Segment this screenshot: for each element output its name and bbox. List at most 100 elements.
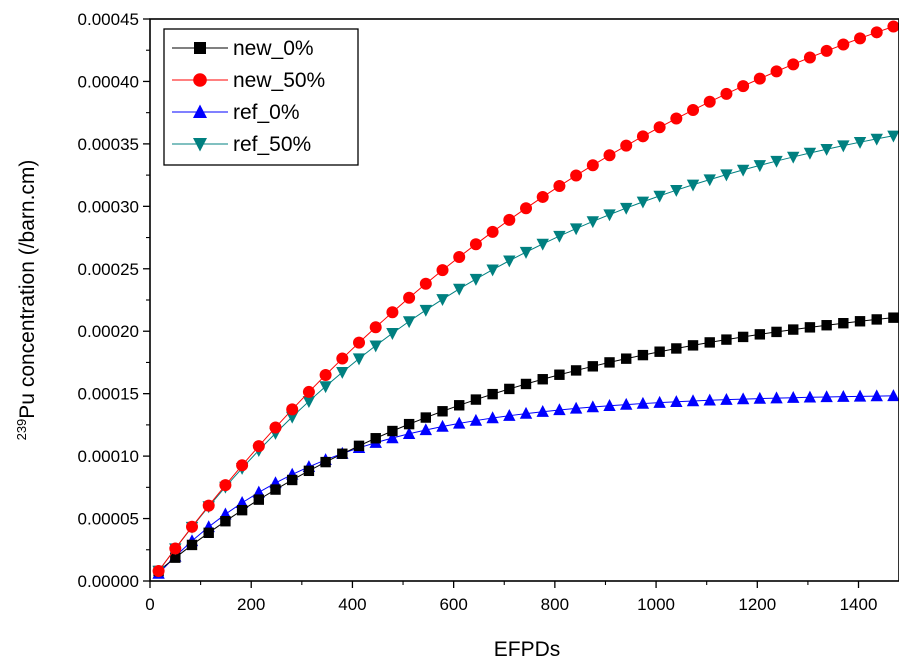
data-point [453, 283, 466, 296]
data-point [220, 516, 231, 527]
data-point [854, 316, 866, 327]
data-point [803, 147, 817, 160]
data-point [287, 474, 298, 486]
data-point [403, 418, 415, 430]
data-point [369, 321, 382, 334]
data-point [870, 389, 883, 402]
data-point [686, 394, 700, 407]
data-point [636, 130, 649, 143]
series-layer [152, 20, 899, 579]
data-point [553, 230, 566, 243]
data-point [353, 440, 365, 452]
data-point [236, 504, 248, 516]
data-point [720, 392, 733, 405]
data-point [170, 552, 181, 563]
data-point [770, 155, 783, 168]
y-tick-label: 0.00000 [78, 572, 139, 591]
data-point [803, 51, 816, 64]
legend: new_0% new_50% ref_0% ref_50% [163, 28, 359, 166]
x-tick-label: 1200 [738, 595, 776, 614]
y-tick-label: 0.00040 [78, 72, 139, 91]
data-point [486, 264, 499, 277]
x-tick-label: 600 [439, 595, 467, 614]
data-point [486, 411, 499, 424]
legend-marker [193, 138, 207, 152]
data-point [771, 326, 782, 338]
data-point [386, 306, 399, 319]
series-new_50% [152, 20, 899, 578]
data-point [520, 378, 532, 390]
data-point [236, 459, 249, 472]
legend-item-ref_0%: ref_0% [172, 101, 300, 124]
data-point [636, 196, 650, 209]
data-point [369, 340, 382, 353]
data-point [536, 238, 549, 251]
data-point [753, 160, 767, 173]
data-point [402, 427, 416, 439]
data-point [720, 169, 733, 182]
data-point [820, 144, 833, 156]
data-point [586, 400, 600, 413]
data-point [820, 44, 833, 57]
data-point [670, 395, 683, 407]
data-point [503, 213, 516, 226]
data-point [603, 399, 616, 411]
data-point [504, 383, 515, 395]
data-point [536, 404, 549, 417]
data-point [302, 385, 315, 398]
legend-marker [193, 104, 207, 118]
data-point [770, 65, 783, 78]
data-point [436, 264, 449, 277]
series-new_0% [153, 312, 899, 577]
data-point [353, 336, 366, 349]
data-point [803, 390, 817, 403]
data-point [436, 419, 449, 432]
data-point [837, 389, 850, 402]
data-point [336, 352, 349, 365]
data-point [587, 361, 599, 372]
data-point [486, 225, 499, 238]
data-point [336, 367, 349, 379]
y-tick-label: 0.00005 [78, 510, 139, 529]
y-tick-label: 0.00015 [78, 385, 139, 404]
data-point [186, 520, 199, 533]
data-point [653, 395, 666, 408]
x-axis: 0 200 400 600 800 1000 1200 1400 [145, 581, 877, 614]
data-point [419, 277, 432, 290]
data-point [620, 202, 633, 215]
x-tick-label: 1400 [840, 595, 878, 614]
data-point [888, 312, 899, 323]
data-point [437, 406, 448, 417]
legend-label: new_50% [233, 69, 325, 92]
data-point [586, 159, 599, 172]
data-point [736, 392, 750, 405]
data-point [419, 423, 433, 436]
data-point [670, 185, 683, 197]
data-point [604, 357, 615, 368]
data-point [286, 403, 299, 416]
data-point [370, 433, 381, 444]
data-point [637, 349, 649, 361]
data-point [570, 169, 583, 182]
data-point [387, 425, 398, 437]
data-point [838, 318, 849, 329]
data-point [470, 394, 482, 405]
x-axis-title: EFPDs [494, 638, 561, 661]
x-tick-label: 400 [338, 595, 366, 614]
data-point [653, 121, 666, 134]
data-point [386, 431, 399, 444]
data-point [569, 223, 583, 236]
y-tick-label: 0.00030 [78, 197, 139, 216]
data-point [203, 527, 214, 538]
data-point [770, 391, 783, 404]
y-tick-label: 0.00045 [78, 10, 139, 29]
legend-label: new_0% [233, 37, 314, 60]
data-point [720, 87, 733, 100]
data-point [286, 411, 299, 424]
data-point [754, 329, 766, 340]
series-ref_0% [152, 389, 899, 579]
data-point [454, 400, 465, 411]
data-point [603, 209, 616, 222]
legend-marker [193, 73, 207, 87]
